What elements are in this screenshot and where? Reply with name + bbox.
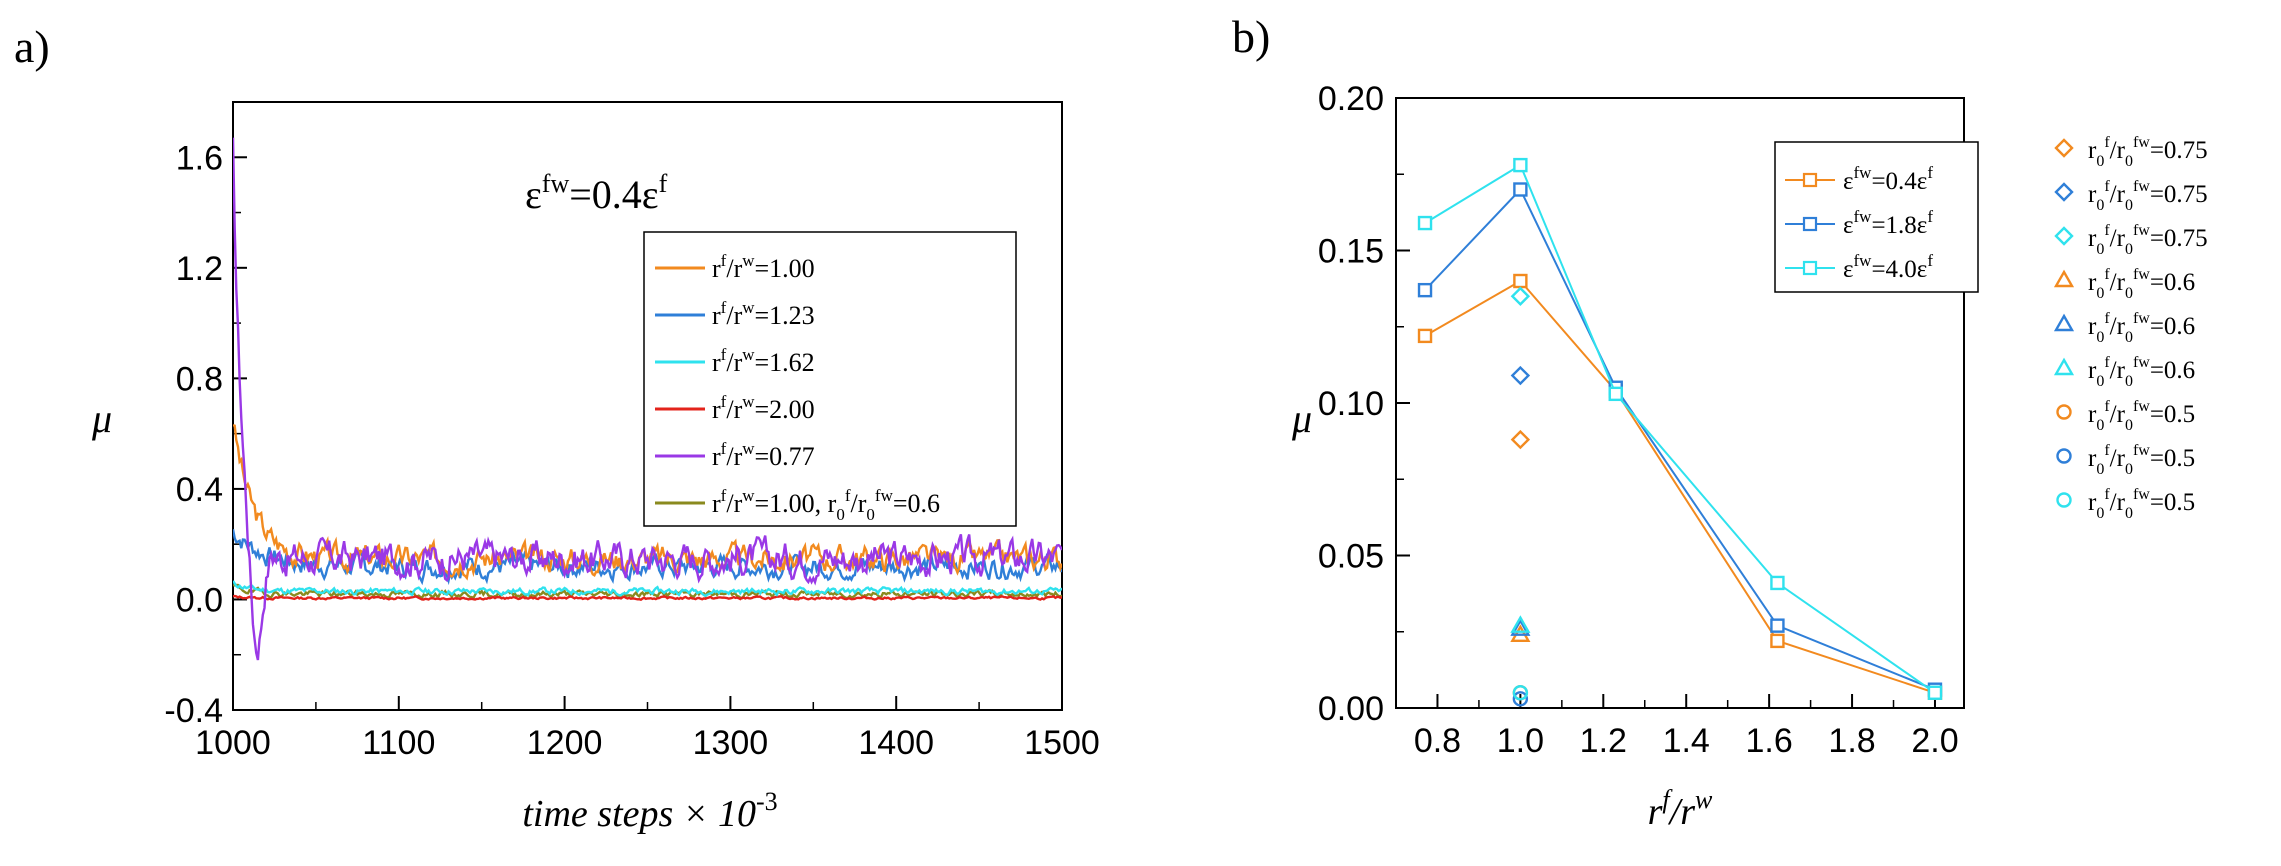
panel-b-xtick-label: 1.8 [1828, 722, 1875, 760]
panel-b-scatter-marker [1510, 365, 1531, 386]
panel-a-legend-label: rf/rw=1.23 [712, 298, 815, 330]
panel-b-scatter-legend-marker [2053, 269, 2075, 288]
panel-b-xtick-label: 1.4 [1663, 722, 1710, 760]
panel-b-ytick-label: 0.15 [1318, 233, 1384, 271]
panel-b-square-marker [1513, 157, 1528, 173]
panel-b-scatter-legend-marker [2054, 182, 2074, 202]
panel-b-scatter-legend-label: r0f/r0fw=0.5 [2088, 398, 2195, 434]
panel-b-legend-marker [1802, 172, 1818, 188]
panel-a-annotation: εfw=0.4εf [525, 169, 668, 217]
panel-a-xtick-label: 1100 [362, 724, 435, 762]
panel-b-xtick-label: 1.2 [1580, 722, 1627, 760]
panel-b-series [1417, 157, 1943, 707]
panel-b-scatter-legend-label: r0f/r0fw=0.75 [2088, 178, 2208, 214]
panel-b-square-marker [1608, 386, 1623, 402]
panel-b: b) 0.8 1.0 1.2 1.4 1.6 1.8 2.0 0.00 0.05 0.10 0.15… [1232, 11, 2208, 833]
panel-a-legend-label: rf/rw=0.77 [712, 439, 815, 471]
panel-b-xtick-label: 1.0 [1497, 722, 1544, 760]
panel-b-scatter-legend-marker [2053, 357, 2075, 376]
panel-b-scatter-legend-label: r0f/r0fw=0.5 [2088, 486, 2195, 522]
panel-a-series-line [233, 594, 1062, 602]
panel-a-xtick-label: 1300 [693, 724, 769, 762]
panel-b-square-marker [1770, 633, 1785, 649]
panel-b-xlabel: rf/rw [1648, 785, 1713, 833]
panel-a-series-line [233, 583, 1062, 600]
panel-b-ytick-label: 0.20 [1318, 80, 1384, 118]
panel-b-scatter-legend-marker [2053, 313, 2075, 332]
panel-b-scatter-marker [1510, 615, 1531, 633]
panel-b-scatter-legend-marker [2056, 448, 2072, 464]
panel-b-ticks: 0.8 1.0 1.2 1.4 1.6 1.8 2.0 0.00 0.05 0.10 0.15 0.2… [1318, 80, 1959, 760]
panel-b-square-marker [1927, 685, 1943, 700]
panel-b-square-marker [1513, 182, 1528, 197]
panel-a-ytick-label: 1.6 [176, 139, 223, 177]
panel-b-series-line [1424, 279, 1936, 694]
panel-b-scatter-legend: r0f/r0fw=0.75 r0f/r0fw=0.75 r0f/r0fw=0.75 r… [2053, 134, 2208, 522]
panel-b-scatter-legend-label: r0f/r0fw=0.5 [2088, 442, 2195, 478]
panel-b-xtick-label: 1.6 [1746, 722, 1793, 760]
panel-b-scatter-legend-label: r0f/r0fw=0.75 [2088, 134, 2208, 170]
panel-a-legend-box [643, 231, 1017, 527]
panel-a-xtick-label: 1400 [858, 724, 934, 762]
panel-b-scatter-marker [1510, 286, 1531, 306]
panel-a-legend: rf/rw=1.00 rf/rw=1.23 rf/rw=1.62 rf/rw=2.00… [655, 251, 940, 524]
panel-b-legend-marker [1802, 216, 1818, 232]
panel-b-label: b) [1232, 11, 1270, 62]
panel-a-ytick-label: -0.4 [164, 692, 223, 730]
panel-a-series-line [233, 529, 1062, 586]
panel-b-scatter-marker [1510, 429, 1531, 450]
panel-b-ylabel: μ [1291, 396, 1312, 441]
panel-b-square-marker [1417, 215, 1433, 231]
panel-a-xtick-label: 1500 [1024, 724, 1100, 762]
panel-b-scatter-legend-marker [2056, 492, 2072, 508]
panel-b-scatter-legend-marker [2056, 404, 2072, 420]
panel-b-ytick-label: 0.05 [1318, 538, 1384, 576]
panel-b-square-marker [1513, 273, 1528, 289]
panel-b-legend-label: εfw=0.4εf [1843, 163, 1933, 195]
panel-b-scatter-marker [1510, 618, 1531, 636]
panel-a-ytick-label: 0.0 [176, 581, 223, 619]
panel-b-xtick-label: 0.8 [1414, 722, 1461, 760]
panel-a-xlabel: time steps × 10-3 [522, 787, 777, 835]
panel-b-scatter-marker [1512, 691, 1529, 707]
panel-a-legend-label: rf/rw=1.62 [712, 345, 815, 377]
panel-b-scatter-legend-label: r0f/r0fw=0.6 [2088, 354, 2195, 390]
panel-a-legend-label: rf/rw=2.00 [712, 392, 815, 424]
panel-a-legend-label: rf/rw=1.00 [712, 251, 815, 283]
panel-a-xtick-label: 1000 [195, 724, 271, 762]
panel-b-legend: εfw=0.4εf εfw=1.8εf εfw=4.0εf [1785, 163, 1933, 283]
panel-a-label: a) [14, 21, 50, 72]
panel-a: a) 1000 1100 1200 1300 1400 1500 -0.4 0.0 0.4 0.8… [14, 21, 1100, 835]
panel-b-scatter-legend-label: r0f/r0fw=0.75 [2088, 222, 2208, 258]
panel-b-ytick-label: 0.00 [1318, 690, 1384, 728]
panel-b-ytick-label: 0.10 [1318, 385, 1384, 423]
panel-a-ytick-label: 0.4 [176, 471, 223, 509]
panel-a-ylabel: μ [91, 396, 112, 441]
panel-b-square-marker [1417, 328, 1433, 344]
panel-b-legend-marker [1802, 260, 1818, 276]
panel-b-legend-label: εfw=4.0εf [1843, 251, 1933, 283]
panel-b-square-marker [1770, 575, 1785, 591]
panel-b-scatter-legend-marker [2054, 226, 2074, 246]
panel-a-legend-label: rf/rw=1.00, r0f/r0fw=0.6 [712, 486, 940, 524]
panel-a-ticks: 1000 1100 1200 1300 1400 1500 -0.4 0.0 0.4 0.8 1.2… [164, 139, 1099, 762]
panel-b-square-marker [1417, 282, 1433, 298]
panel-b-scatter-legend-label: r0f/r0fw=0.6 [2088, 266, 2195, 302]
panel-b-scatter-legend-marker [2054, 138, 2074, 158]
panel-a-series [233, 137, 1062, 661]
panel-b-scatter-marker [1512, 685, 1529, 701]
panel-a-xtick-label: 1200 [527, 724, 603, 762]
panel-a-series-line [233, 137, 1062, 661]
panel-b-scatter-legend-label: r0f/r0fw=0.6 [2088, 310, 2195, 346]
panel-a-ytick-label: 0.8 [176, 360, 223, 398]
panel-b-xtick-label: 2.0 [1911, 722, 1958, 760]
panel-a-series-line [233, 580, 1062, 598]
panel-b-square-marker [1770, 618, 1785, 633]
panel-a-ytick-label: 1.2 [176, 250, 223, 288]
panel-b-legend-label: εfw=1.8εf [1843, 207, 1933, 239]
